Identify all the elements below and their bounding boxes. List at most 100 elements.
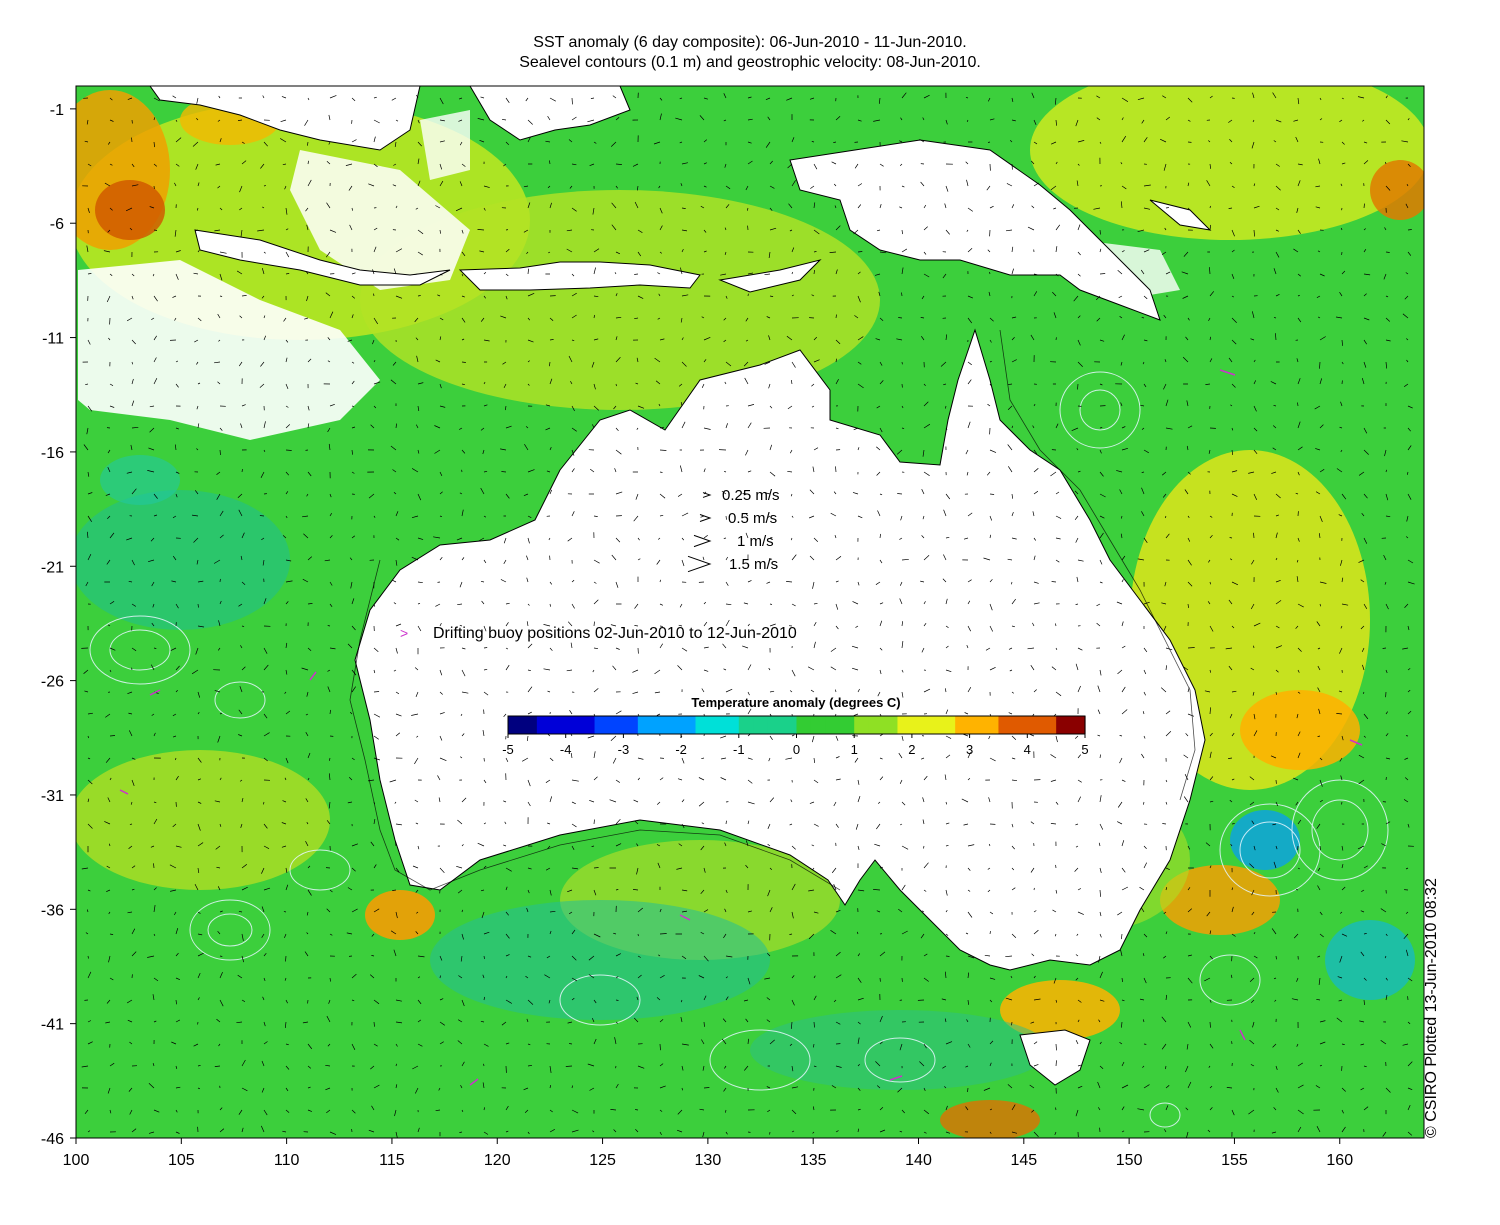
colorbar-swatch <box>1056 716 1072 734</box>
colorbar-swatch <box>1070 716 1086 734</box>
colorbar-swatch <box>695 716 711 734</box>
x-tick-label: 135 <box>800 1152 827 1169</box>
y-tick-label: -6 <box>50 216 64 233</box>
colorbar-tick-label: -4 <box>560 742 572 757</box>
geostrophic-velocity-arrows <box>81 92 1415 1138</box>
colorbar-swatch <box>984 716 1000 734</box>
velocity-legend-arrow <box>699 514 712 522</box>
lesser-sunda-land <box>458 261 701 291</box>
colorbar-tick-label: -2 <box>675 742 687 757</box>
landmasses <box>149 86 1212 1086</box>
credit-text: © CSIRO Plotted 13-Jun-2010 08:32 <box>1423 878 1440 1138</box>
colorbar-swatch <box>637 716 653 734</box>
x-tick-label: 155 <box>1221 1152 1248 1169</box>
colorbar-swatch <box>1041 716 1057 734</box>
colorbar-swatch <box>724 716 740 734</box>
colorbar-swatch <box>753 716 769 734</box>
x-tick-label: 150 <box>1116 1152 1143 1169</box>
x-axis: 100 105 110 115 120 125 130 135 140 145 150 155 160 <box>63 1138 1353 1169</box>
velocity-legend-arrow <box>693 534 712 548</box>
map-frame <box>75 85 1425 1139</box>
drifting-buoy-tracks <box>119 369 1363 1086</box>
y-tick-label: -16 <box>41 445 64 462</box>
colorbar-swatch <box>796 716 812 734</box>
colorbar-tick-label: 4 <box>1024 742 1031 757</box>
colorbar-tick-label: 2 <box>908 742 915 757</box>
velocity-legend-label: 1 m/s <box>737 533 774 550</box>
y-tick-label: -11 <box>42 331 64 348</box>
new-guinea-land <box>789 139 1161 321</box>
colorbar-swatch <box>652 716 668 734</box>
colorbar-swatch <box>1027 716 1043 734</box>
x-tick-label: 100 <box>63 1152 90 1169</box>
colorbar-swatch <box>709 716 725 734</box>
y-tick-label: -36 <box>41 902 64 919</box>
buoy-legend: > Drifting buoy positions 02-Jun-2010 to… <box>400 625 797 642</box>
colorbar-swatch <box>1012 716 1028 734</box>
tasmania-land <box>1019 1029 1091 1086</box>
colorbar-swatch <box>551 716 567 734</box>
colorbar-swatch <box>536 716 552 734</box>
colorbar-swatch <box>911 716 927 734</box>
colorbar-tick-label: -1 <box>733 742 745 757</box>
x-tick-label: 130 <box>695 1152 722 1169</box>
colorbar-swatch <box>868 716 884 734</box>
colorbar-swatch <box>940 716 956 734</box>
borneo-land <box>149 86 421 151</box>
colorbar-swatch <box>955 716 971 734</box>
colorbar-swatch <box>883 716 899 734</box>
x-tick-label: 125 <box>589 1152 616 1169</box>
colorbar-swatch <box>969 716 985 734</box>
colorbar-swatch <box>608 716 624 734</box>
java-land <box>194 229 451 286</box>
colorbar-swatch <box>810 716 826 734</box>
x-tick-label: 115 <box>379 1152 405 1169</box>
x-tick-label: 120 <box>484 1152 511 1169</box>
temperature-colorbar: Temperature anomaly (degrees C) -5 -4 -3 -2… <box>502 695 1088 757</box>
colorbar-swatch <box>839 716 855 734</box>
velocity-legend-label: 0.25 m/s <box>722 487 780 504</box>
y-tick-label: -41 <box>41 1017 64 1034</box>
x-tick-label: 105 <box>168 1152 195 1169</box>
velocity-legend-arrow <box>687 555 712 573</box>
velocity-legend-arrow <box>702 492 712 498</box>
colorbar-swatch <box>508 716 524 734</box>
colorbar-swatch <box>767 716 783 734</box>
y-tick-label: -26 <box>41 674 64 691</box>
x-tick-label: 145 <box>1010 1152 1037 1169</box>
australia-land <box>354 328 1206 971</box>
colorbar-title: Temperature anomaly (degrees C) <box>691 695 900 710</box>
sulawesi-land <box>469 86 631 141</box>
colorbar-tick-label: 3 <box>966 742 973 757</box>
velocity-legend-label: 0.5 m/s <box>728 510 777 527</box>
colorbar-swatch <box>594 716 610 734</box>
map-title-line-2: Sealevel contours (0.1 m) and geostrophi… <box>519 54 981 71</box>
colorbar-swatch <box>854 716 870 734</box>
y-tick-label: -1 <box>50 102 64 119</box>
colorbar-swatch <box>738 716 754 734</box>
colorbar-swatch <box>623 716 639 734</box>
colorbar-tick-label: 1 <box>851 742 858 757</box>
shelf-contour <box>349 329 1196 891</box>
colorbar-swatch <box>681 716 697 734</box>
y-tick-label: -21 <box>41 559 64 576</box>
colorbar-tick-label: -5 <box>502 742 514 757</box>
sealevel-contours <box>89 371 1389 1128</box>
colorbar-swatch <box>565 716 581 734</box>
colorbar-tick-label: -3 <box>618 742 630 757</box>
x-tick-label: 110 <box>274 1152 300 1169</box>
y-tick-label: -46 <box>41 1131 64 1148</box>
velocity-legend: 0.25 m/s 0.5 m/s 1 m/s 1.5 m/s <box>687 487 780 573</box>
map-title-line-1: SST anomaly (6 day composite): 06-Jun-20… <box>533 34 967 51</box>
colorbar-swatch <box>825 716 841 734</box>
y-tick-label: -31 <box>41 788 64 805</box>
colorbar-swatch <box>522 716 538 734</box>
colorbar-swatch <box>998 716 1014 734</box>
y-axis: -1 -6 -11 -16 -21 -26 -31 -36 -41 -46 <box>41 102 76 1148</box>
x-tick-label: 140 <box>905 1152 932 1169</box>
x-tick-label: 160 <box>1326 1152 1353 1169</box>
timor-land <box>718 259 822 293</box>
colorbar-tick-label: 5 <box>1081 742 1088 757</box>
colorbar-swatch <box>580 716 596 734</box>
